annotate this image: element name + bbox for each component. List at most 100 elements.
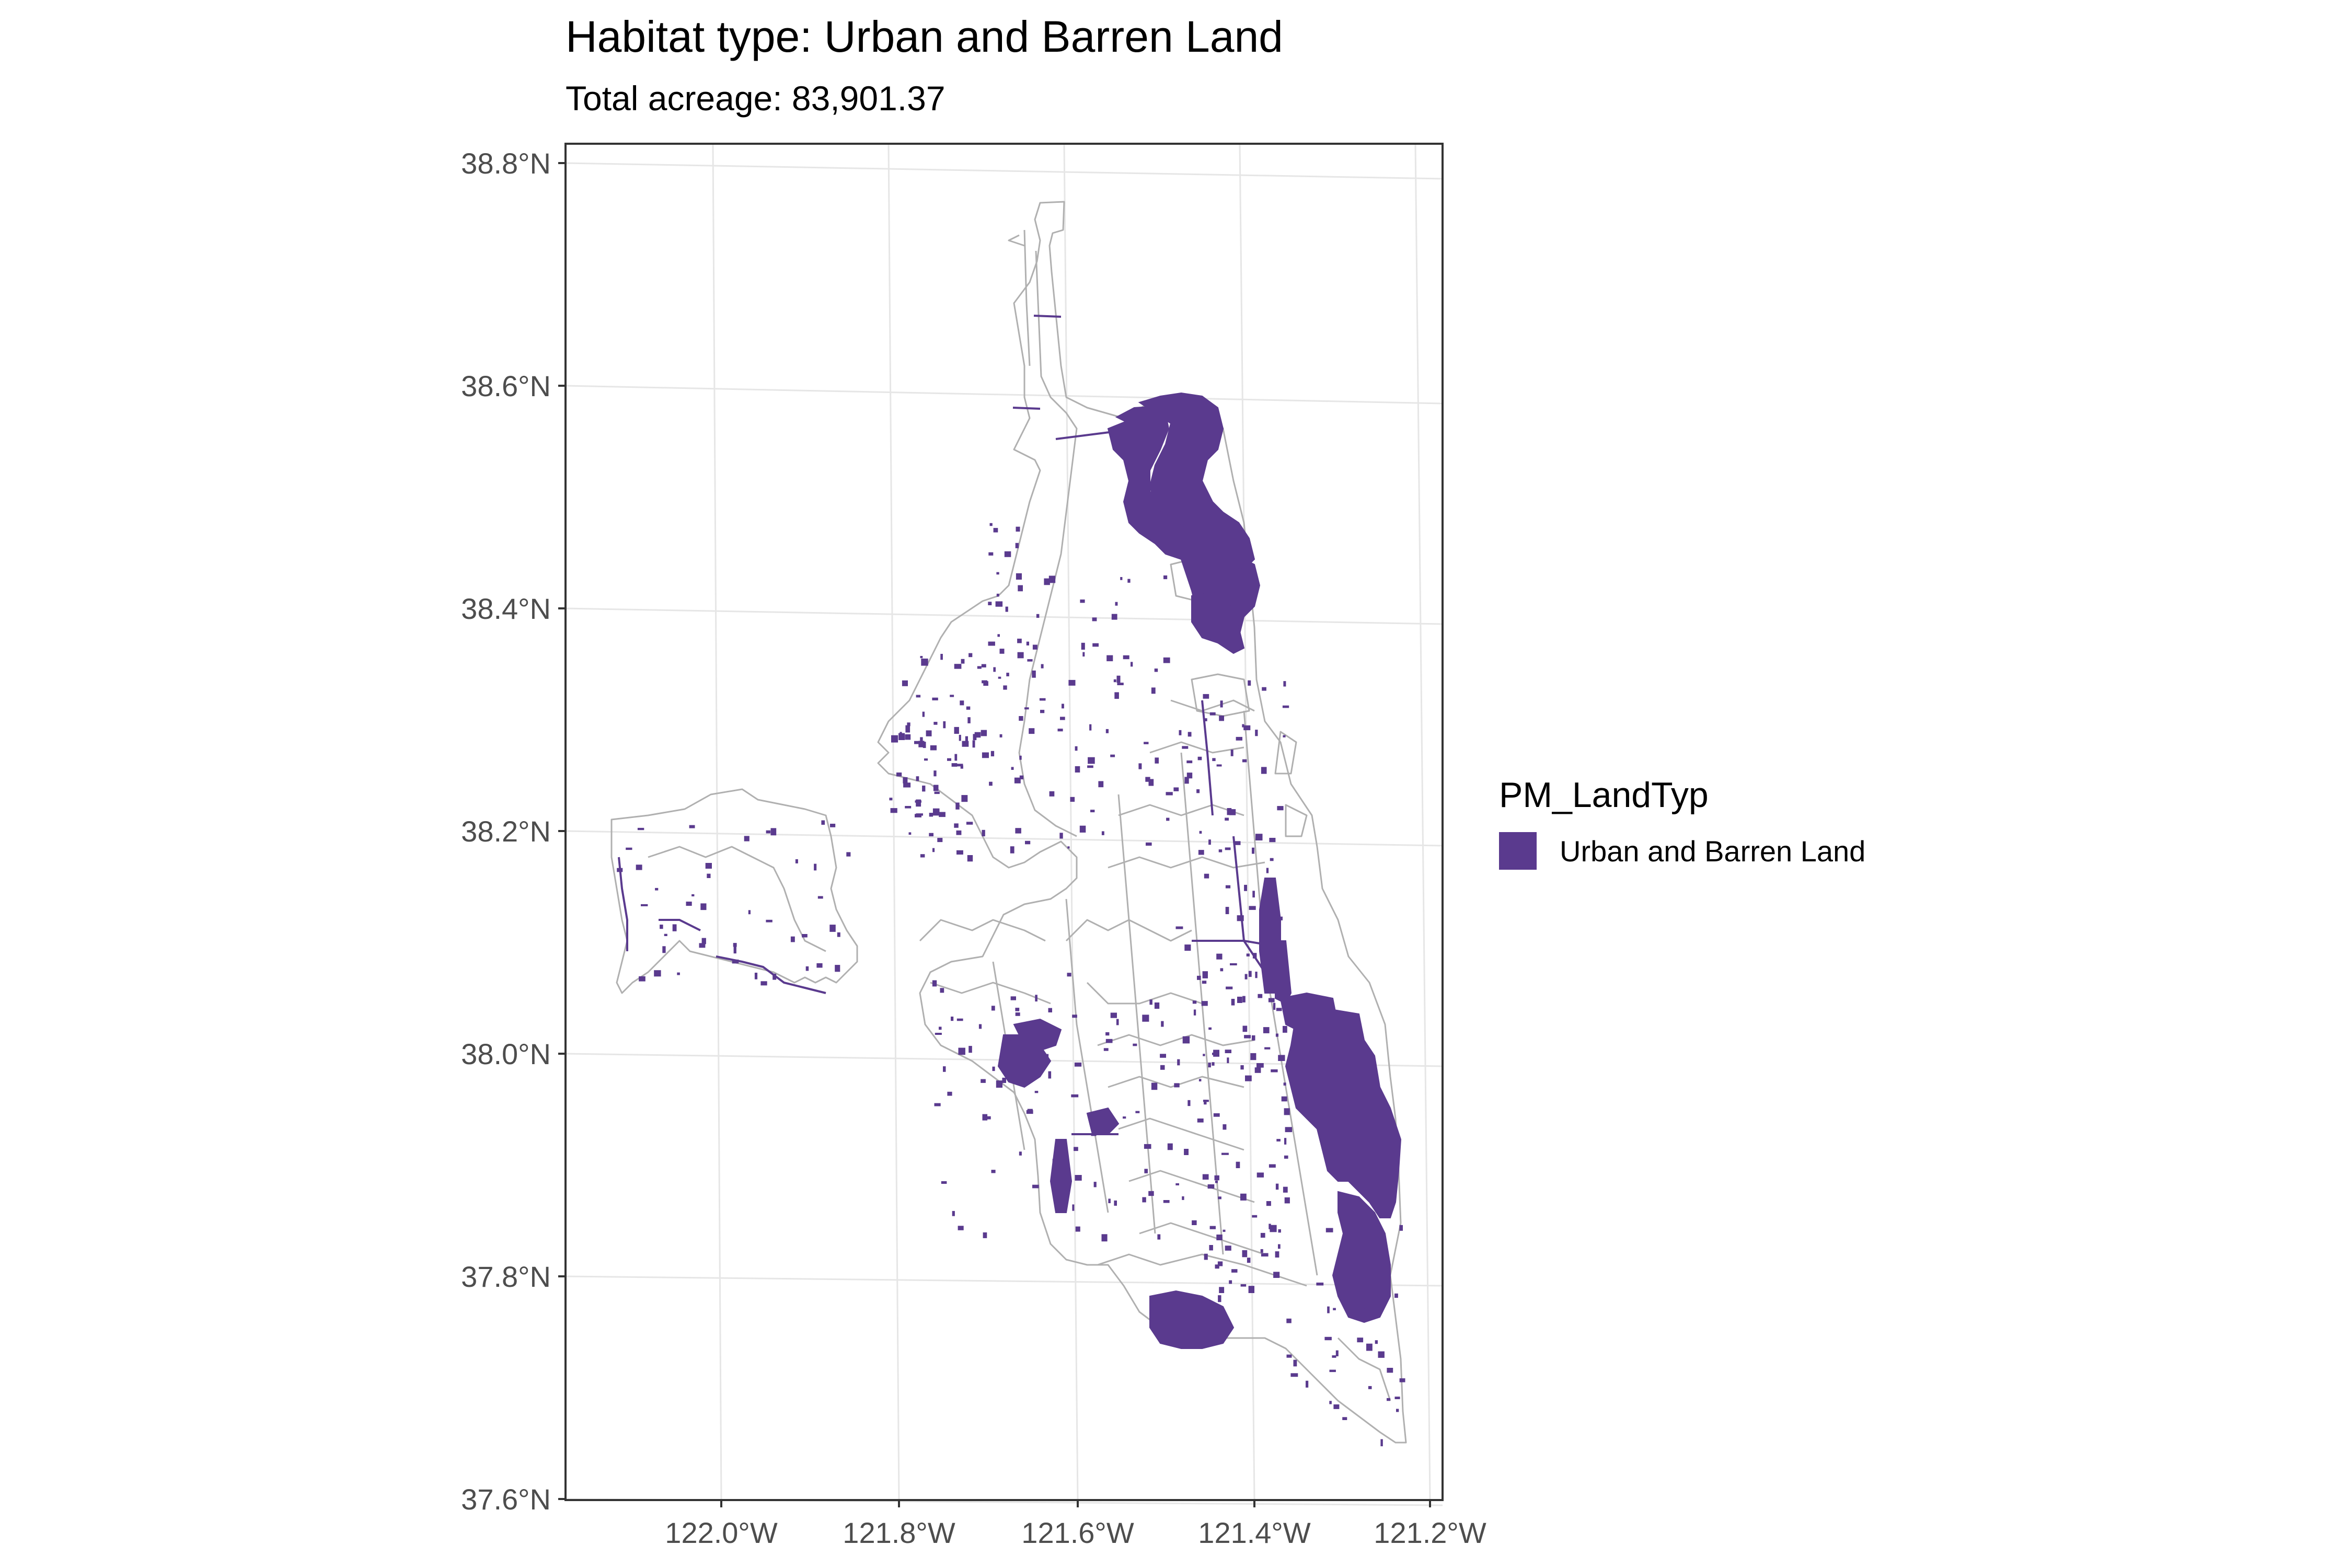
grid-line-lat-38-4 (565, 607, 1443, 625)
urban-parcel-dot (1087, 765, 1093, 768)
urban-parcel-dot (1163, 1200, 1170, 1203)
urban-parcel-dot (1273, 1272, 1280, 1278)
urban-parcel-dot (922, 786, 926, 792)
panel-border (564, 143, 1444, 1501)
urban-parcel-dot (1027, 659, 1033, 662)
urban-parcel-dot (1225, 847, 1231, 850)
urban-parcel-dot (1032, 1184, 1039, 1189)
urban-parcel-dot (1010, 996, 1016, 1000)
urban-parcel-dot (1131, 662, 1133, 667)
urban-parcel-dot (1364, 1306, 1367, 1310)
urban-parcel-dot (1075, 766, 1080, 773)
urban-parcel-dot (1048, 575, 1056, 583)
urban-parcel-dot (1116, 675, 1121, 683)
urban-parcel-dot (943, 721, 946, 729)
urban-parcel-dot (955, 802, 960, 810)
urban-parcel-dot (1204, 873, 1209, 879)
urban-parcel-dot (981, 1079, 986, 1083)
urban-parcel-dot (1248, 971, 1252, 977)
urban-parcel-dot (988, 602, 992, 605)
urban-parcel-dot (1259, 910, 1265, 914)
urban-parcel-dot (1329, 1369, 1336, 1373)
urban-parcel-dot (802, 934, 808, 938)
urban-parcel-dot (1187, 732, 1192, 737)
urban-parcel-dot (837, 932, 840, 937)
urban-parcel-dot (1071, 1094, 1079, 1098)
urban-parcel-dot (1017, 652, 1024, 659)
urban-parcel-dot (1101, 1234, 1108, 1242)
x-tick-label: 121.8°W (843, 1516, 955, 1549)
urban-parcel-dot (989, 781, 993, 786)
legend-swatch (1499, 832, 1537, 870)
urban-west-delta-patch (1013, 1018, 1062, 1052)
urban-parcel-dot (939, 812, 946, 817)
urban-parcel-dot (956, 1018, 963, 1021)
urban-parcel-dot (1092, 617, 1097, 621)
urban-parcel-dot (966, 822, 973, 825)
urban-parcel-dot (641, 904, 648, 906)
urban-parcel-dot (1255, 834, 1263, 840)
urban-parcel-dot (1208, 1027, 1212, 1030)
urban-parcel-dot (900, 732, 902, 738)
urban-parcel-dot (959, 734, 961, 741)
urban-parcel-dot (1133, 1043, 1137, 1046)
urban-parcel-dot (1043, 1054, 1049, 1059)
urban-parcel-dot (974, 732, 981, 738)
urban-parcel-dot (902, 680, 908, 686)
urban-parcel-dot (1197, 975, 1201, 980)
urban-parcel-dot (992, 1066, 995, 1071)
urban-parcel-dot (639, 976, 645, 982)
urban-parcel-dot (958, 1226, 964, 1230)
urban-parcel-dot (1154, 668, 1158, 672)
urban-parcel-dot (1266, 1201, 1271, 1206)
urban-bay-point (1008, 1039, 1020, 1077)
urban-parcel-dot (1223, 1124, 1227, 1130)
urban-parcel-dot (1105, 729, 1109, 733)
urban-parcel-dot (933, 785, 939, 791)
urban-parcel-dot (1283, 681, 1286, 687)
urban-parcel-dot (929, 813, 933, 817)
urban-parcel-dot (966, 706, 971, 710)
urban-parcel-dot (1269, 838, 1276, 843)
x-tick-label: 121.4°W (1198, 1516, 1311, 1549)
urban-parcel-dot (937, 838, 943, 843)
urban-parcel-dot (916, 695, 921, 698)
urban-parcel-dot (969, 1046, 972, 1053)
urban-parcel-dot (921, 659, 928, 666)
urban-line-bridge (1055, 431, 1114, 440)
urban-parcel-dot (1213, 1050, 1219, 1057)
urban-parcel-dot (1249, 906, 1256, 910)
urban-parcel-dot (996, 1080, 1002, 1088)
urban-parcel-dot (1378, 1351, 1385, 1358)
axis-ticks (558, 162, 1431, 1507)
urban-parcel-dot (816, 963, 823, 968)
urban-parcel-dot (1001, 1052, 1005, 1058)
urban-parcel-dot (817, 896, 823, 899)
urban-parcel-dot (905, 734, 911, 740)
urban-parcel-dot (889, 798, 893, 801)
urban-parcel-dot (1006, 673, 1009, 676)
urban-parcel-dot (1074, 1062, 1082, 1067)
grid-line-lat-38-6 (565, 385, 1443, 405)
urban-parcel-dot (958, 1047, 965, 1055)
urban-parcel-dot (951, 763, 958, 767)
boundary-west-delta-islands (919, 699, 1265, 1255)
urban-parcel-dot (924, 758, 928, 761)
urban-parcel-dot (1032, 644, 1037, 650)
urban-parcel-dot (932, 980, 937, 987)
grid-line-lon-121-8 (887, 143, 900, 1501)
urban-parcel-dot (660, 925, 663, 929)
urban-parcel-dot (1175, 926, 1183, 929)
urban-parcel-dot (1244, 884, 1247, 891)
urban-parcel-dot (1209, 712, 1216, 716)
urban-parcel-dot (1329, 1401, 1332, 1404)
urban-parcel-dot (961, 659, 965, 664)
urban-parcel-dot (983, 681, 988, 686)
urban-parcel-dot (1204, 718, 1207, 721)
urban-parcel-dot (891, 735, 898, 743)
urban-parcel-dot (1018, 585, 1023, 592)
urban-parcel-dot (1186, 760, 1193, 764)
urban-sacramento-north (1107, 412, 1261, 644)
urban-parcel-dot (1229, 809, 1236, 815)
urban-parcel-dot (1236, 1161, 1240, 1168)
